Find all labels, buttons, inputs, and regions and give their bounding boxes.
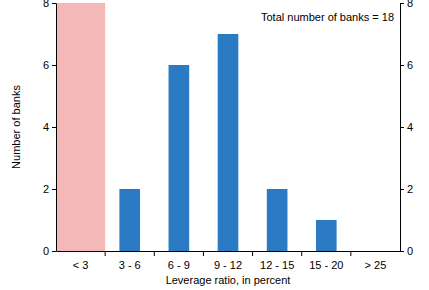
tick-mark — [400, 127, 404, 128]
bar — [70, 251, 91, 252]
tick-label: 0 — [407, 245, 413, 257]
axis-line — [56, 4, 57, 252]
tick: 0 — [400, 245, 413, 257]
x-axis-title: Leverage ratio, in percent — [166, 274, 291, 286]
tick-mark — [400, 189, 404, 190]
tick-mark — [52, 251, 56, 252]
tick-label: 4 — [407, 121, 413, 133]
x-axis: < 3 3 - 6 6 - 9 9 - 12 12 - 15 15 - 20 > 25 — [57, 251, 401, 271]
tick-mark — [400, 251, 404, 252]
tick-label: 6 — [43, 59, 49, 71]
y-axis-right: 0 2 4 6 8 — [400, 0, 413, 257]
tick-label: 9 - 12 — [214, 259, 242, 271]
tick: 0 — [43, 245, 56, 257]
y-axis-title: Number of banks — [10, 85, 22, 169]
tick-mark — [400, 3, 404, 4]
tick: 6 — [400, 59, 413, 71]
bar — [365, 251, 386, 252]
tick-mark — [52, 127, 56, 128]
tick-label: 12 - 15 — [260, 259, 294, 271]
chart: 0 2 4 6 8 0 2 4 6 8 < 3 3 - 6 6 - 9 9 - 12 12 - 15 15 -… — [0, 0, 429, 290]
tick-label: 4 — [43, 121, 49, 133]
tick: 6 - 9 — [168, 251, 190, 271]
tick: 8 — [43, 0, 56, 9]
tick-mark — [52, 65, 56, 66]
tick: 8 — [400, 0, 413, 9]
tick-label: > 25 — [365, 259, 387, 271]
bar — [316, 220, 337, 251]
tick: 4 — [400, 121, 413, 133]
tick-mark — [400, 65, 404, 66]
tick-label: 15 - 20 — [309, 259, 343, 271]
tick: < 3 — [73, 251, 89, 271]
boundary-tick — [252, 251, 253, 256]
bar — [218, 34, 239, 251]
tick: 3 - 6 — [119, 251, 141, 271]
highlight-band — [56, 3, 105, 251]
tick: 6 — [43, 59, 56, 71]
bar — [267, 189, 288, 251]
bar — [169, 65, 190, 251]
tick-label: 2 — [43, 183, 49, 195]
tick: 9 - 12 — [214, 251, 242, 271]
tick-label: 8 — [43, 0, 49, 9]
boundary-tick — [105, 251, 106, 256]
plot-area — [56, 3, 337, 251]
y-axis: 0 2 4 6 8 — [43, 0, 57, 257]
tick: 15 - 20 — [309, 251, 343, 271]
annotation: Total number of banks = 18 — [261, 11, 394, 23]
bar — [119, 189, 140, 251]
boundary-tick — [154, 251, 155, 256]
tick: 12 - 15 — [260, 251, 294, 271]
tick-label: 8 — [407, 0, 413, 9]
tick-label: 6 - 9 — [168, 259, 190, 271]
tick-label: < 3 — [73, 259, 89, 271]
tick-mark — [52, 3, 56, 4]
tick-label: 2 — [407, 183, 413, 195]
boundary-tick — [350, 251, 351, 256]
tick: 2 — [400, 183, 413, 195]
tick-label: 3 - 6 — [119, 259, 141, 271]
tick: 4 — [43, 121, 56, 133]
tick: > 25 — [365, 251, 387, 271]
boundary-tick — [203, 251, 204, 256]
tick-mark — [52, 189, 56, 190]
tick-label: 6 — [407, 59, 413, 71]
axis-line — [57, 251, 401, 252]
x-boundary-ticks — [105, 251, 351, 256]
tick: 2 — [43, 183, 56, 195]
boundary-tick — [301, 251, 302, 256]
tick-label: 0 — [43, 245, 49, 257]
